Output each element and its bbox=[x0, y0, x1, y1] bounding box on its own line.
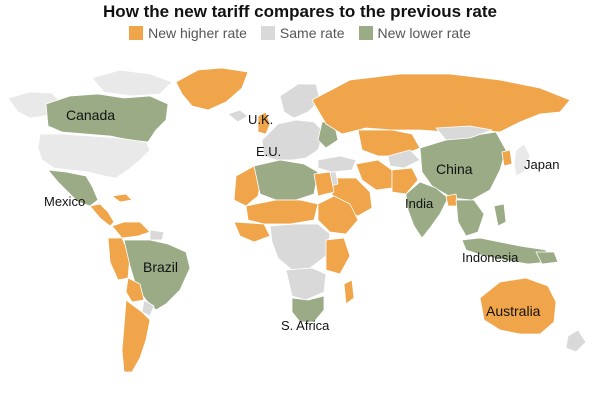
algeria-libya bbox=[253, 159, 319, 201]
label-japan: Japan bbox=[524, 157, 559, 172]
east-africa bbox=[325, 237, 351, 275]
mexico bbox=[47, 169, 99, 207]
colombia-venezuela bbox=[111, 221, 151, 239]
iceland bbox=[227, 109, 249, 123]
horn-of-africa bbox=[317, 195, 359, 235]
central-america bbox=[89, 203, 115, 227]
label-indonesia: Indonesia bbox=[462, 250, 519, 265]
egypt bbox=[313, 171, 335, 197]
legend: New higher rate Same rate New lower rate bbox=[0, 25, 600, 41]
turkey bbox=[317, 155, 357, 173]
philippines bbox=[493, 203, 507, 227]
label-uk: U.K. bbox=[248, 112, 273, 127]
caribbean bbox=[111, 193, 133, 203]
label-mexico: Mexico bbox=[44, 194, 85, 209]
uk bbox=[257, 111, 271, 135]
label-s-africa: S. Africa bbox=[281, 318, 330, 333]
label-australia: Australia bbox=[486, 303, 541, 319]
bolivia bbox=[125, 277, 145, 303]
west-africa bbox=[233, 221, 271, 243]
legend-item-higher: New higher rate bbox=[129, 25, 247, 41]
indochina bbox=[455, 199, 485, 237]
legend-label-same: Same rate bbox=[279, 25, 345, 41]
legend-swatch-lower bbox=[358, 26, 373, 40]
papua bbox=[535, 251, 559, 265]
canada bbox=[45, 93, 169, 143]
sahel bbox=[245, 199, 319, 225]
label-brazil: Brazil bbox=[143, 259, 178, 275]
japan bbox=[513, 143, 531, 177]
angola-zambia bbox=[285, 267, 327, 301]
russia bbox=[311, 73, 571, 135]
label-canada: Canada bbox=[66, 107, 115, 123]
india bbox=[405, 181, 449, 239]
pakistan-afghanistan bbox=[391, 167, 419, 195]
label-china: China bbox=[436, 161, 473, 177]
legend-label-lower: New lower rate bbox=[377, 25, 471, 41]
scandinavia bbox=[279, 83, 321, 119]
new-zealand bbox=[565, 329, 587, 353]
label-india: India bbox=[405, 196, 434, 211]
legend-swatch-higher bbox=[129, 26, 144, 40]
map-title: How the new tariff compares to the previ… bbox=[103, 2, 497, 21]
guianas bbox=[149, 229, 165, 241]
usa bbox=[37, 133, 151, 179]
legend-swatch-same bbox=[260, 26, 275, 40]
legend-label-higher: New higher rate bbox=[148, 25, 247, 41]
arctic-islands bbox=[91, 69, 173, 97]
central-africa bbox=[269, 223, 331, 271]
label-eu: E.U. bbox=[256, 144, 281, 159]
eu bbox=[261, 119, 325, 161]
legend-item-lower: New lower rate bbox=[358, 25, 471, 41]
south-africa bbox=[291, 295, 325, 323]
korea bbox=[501, 149, 513, 167]
madagascar bbox=[343, 279, 355, 305]
paraguay bbox=[141, 299, 155, 317]
chile-argentina bbox=[121, 299, 151, 373]
legend-item-same: Same rate bbox=[260, 25, 345, 41]
mongolia bbox=[435, 125, 493, 141]
central-asia bbox=[387, 149, 421, 169]
australia bbox=[479, 277, 557, 335]
greenland bbox=[175, 67, 249, 111]
